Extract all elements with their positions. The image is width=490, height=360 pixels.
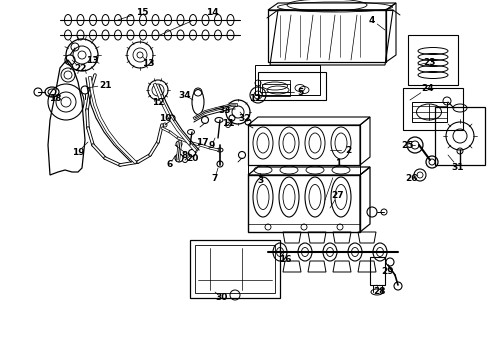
Text: 7: 7 [212, 174, 218, 183]
Text: 24: 24 [422, 84, 434, 93]
Bar [248, 165, 360, 175]
Bar [412, 102, 447, 122]
Text: 27: 27 [332, 190, 344, 199]
Text: 23: 23 [424, 58, 436, 67]
Text: 29: 29 [382, 267, 394, 276]
Text: 4: 4 [369, 15, 375, 24]
Text: 22: 22 [74, 63, 86, 72]
Text: 14: 14 [206, 8, 219, 17]
Text: 15: 15 [136, 8, 148, 17]
Text: 1: 1 [335, 158, 341, 167]
Text: 13: 13 [142, 59, 154, 68]
Text: 26: 26 [406, 174, 418, 183]
Text: 18: 18 [49, 94, 61, 103]
Bar [248, 125, 360, 165]
Text: 8: 8 [182, 150, 188, 159]
Bar [258, 72, 326, 100]
Text: 13: 13 [86, 55, 98, 64]
Text: 33: 33 [219, 105, 231, 114]
Text: 31: 31 [452, 162, 464, 171]
Bar [435, 107, 485, 165]
Text: 25: 25 [402, 140, 414, 149]
Text: 5: 5 [297, 87, 303, 96]
Bar [403, 88, 463, 130]
Text: 12: 12 [152, 98, 164, 107]
Text: 28: 28 [374, 288, 386, 297]
Text: 2: 2 [345, 145, 351, 154]
Text: 16: 16 [279, 256, 291, 265]
Text: 30: 30 [216, 293, 228, 302]
Text: 21: 21 [99, 81, 111, 90]
Bar [260, 80, 290, 92]
Bar [408, 35, 458, 85]
Text: 32: 32 [239, 113, 251, 122]
Text: 12: 12 [249, 94, 261, 103]
Bar [370, 257, 385, 285]
Text: 6: 6 [167, 159, 173, 168]
Text: 19: 19 [72, 148, 84, 157]
Text: 11: 11 [222, 118, 234, 127]
Text: 10: 10 [159, 113, 171, 122]
Text: 20: 20 [186, 153, 198, 162]
Text: 34: 34 [179, 90, 191, 99]
Text: 3: 3 [257, 176, 263, 185]
Bar [195, 245, 275, 293]
Bar [268, 10, 386, 62]
Bar [190, 240, 280, 298]
Text: 17: 17 [196, 138, 208, 147]
Bar [248, 175, 360, 232]
Bar [255, 65, 320, 95]
Bar [262, 84, 290, 96]
Text: 9: 9 [209, 140, 215, 149]
